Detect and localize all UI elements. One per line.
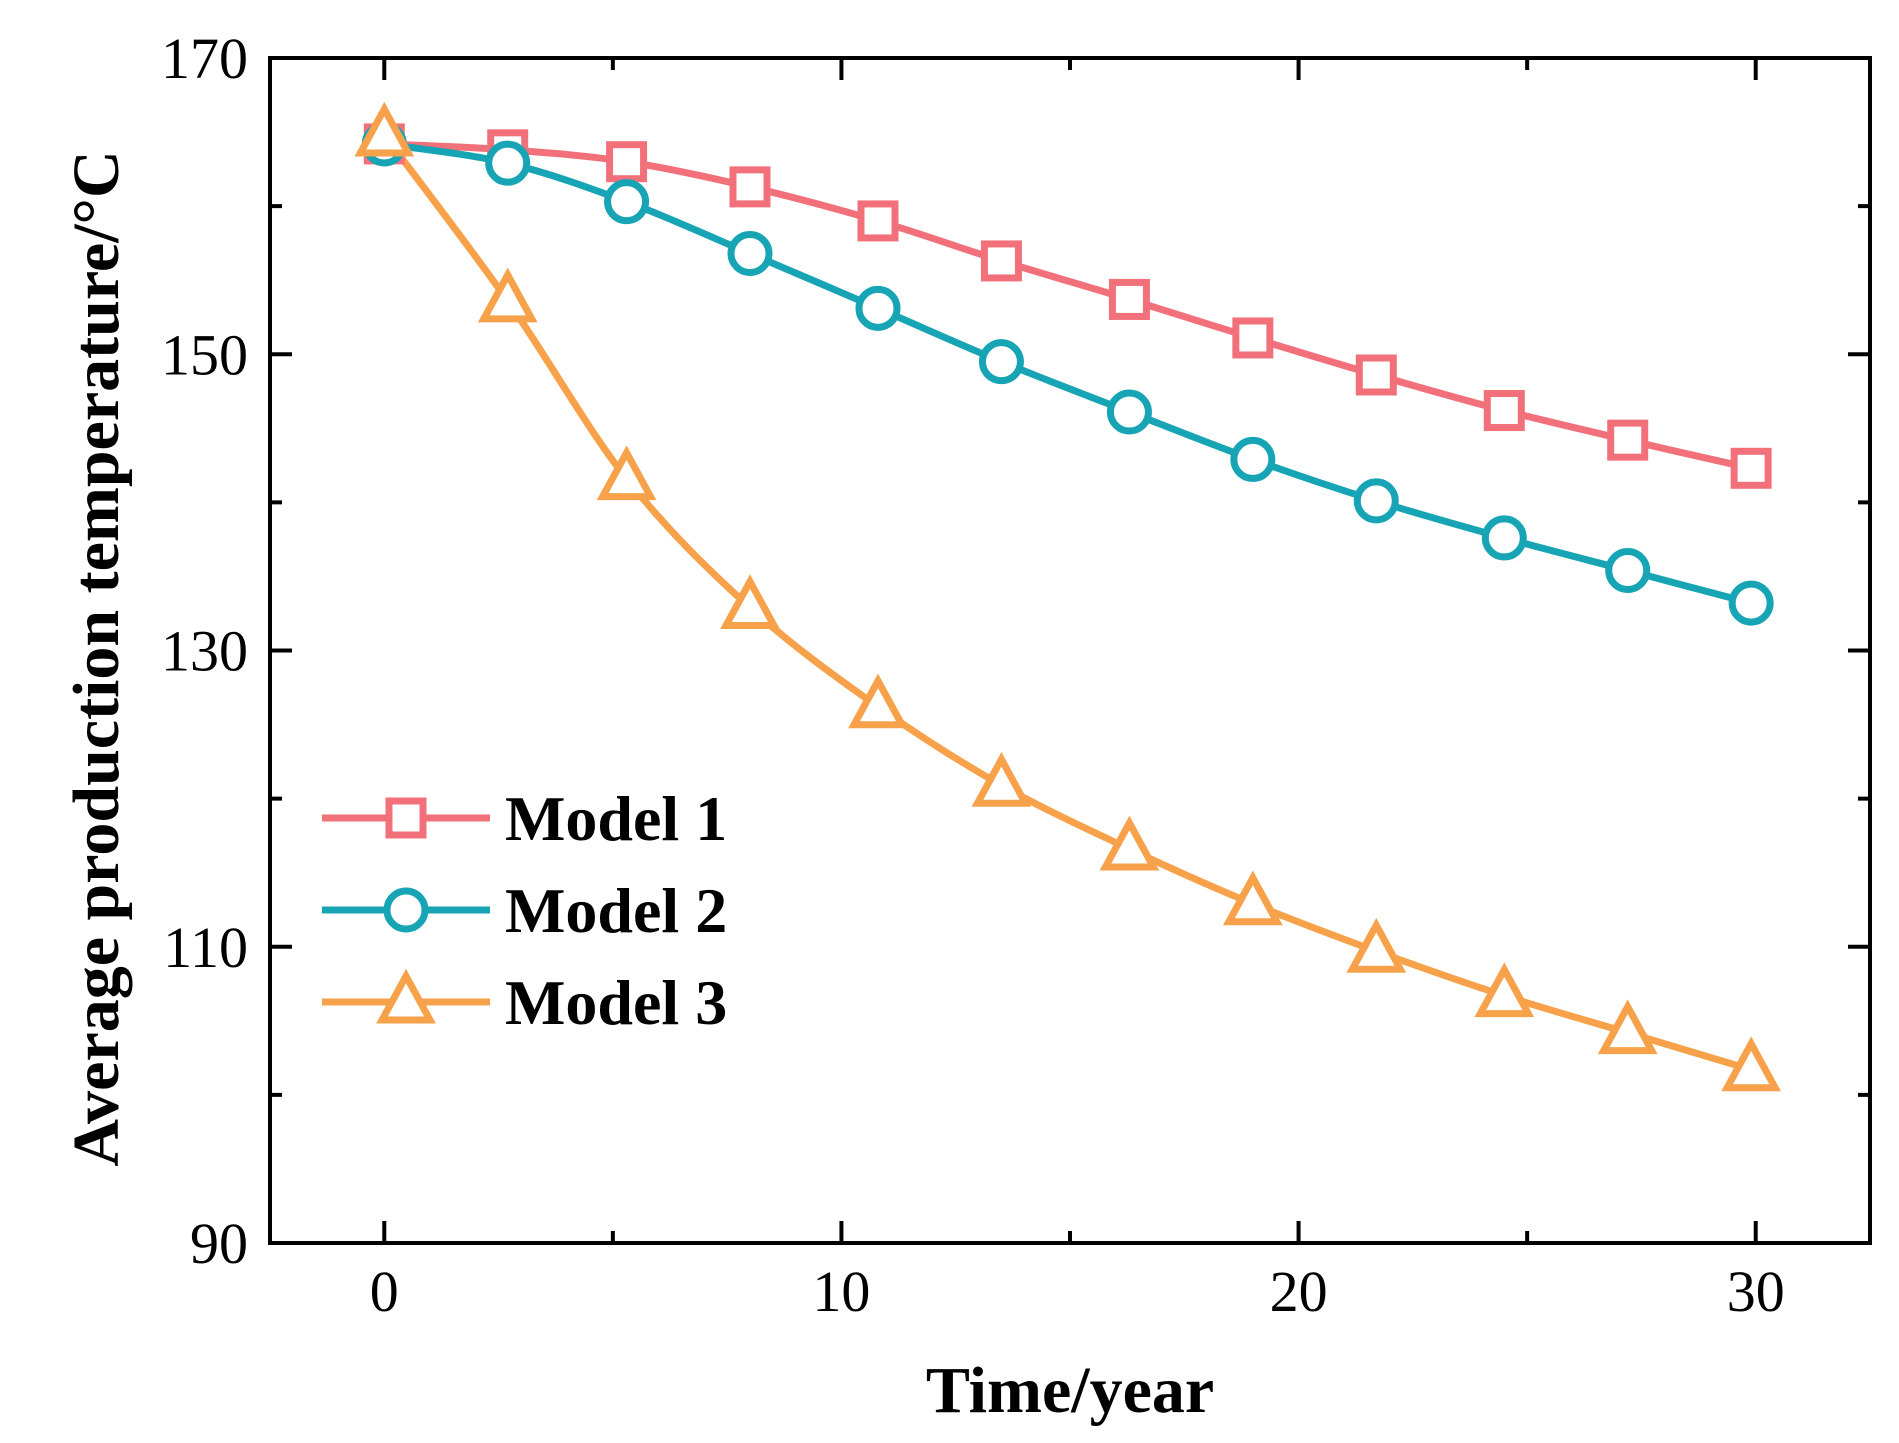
data-point [604,179,650,225]
data-point [1230,436,1276,482]
data-point [1474,962,1535,1018]
legend-item: Model 1 [322,783,727,854]
data-point [1346,917,1407,973]
data-point [1222,870,1283,926]
legend-item: Model 3 [322,967,727,1038]
data-point [848,673,908,729]
data-point [1232,317,1274,359]
data-point [978,339,1024,385]
data-point [1108,278,1150,320]
data-point [1355,354,1397,396]
data-point [1099,815,1160,871]
data-point [596,445,657,501]
y-axis-title: Average production temperature/°C [60,150,133,1166]
data-point [1721,1036,1782,1092]
data-point [1730,447,1772,489]
legend-marker [376,968,436,1024]
data-point [1483,390,1525,432]
data-point [477,267,538,323]
data-point [1353,478,1399,524]
y-tick-label: 170 [161,26,248,91]
x-axis-title: Time/year [926,1354,1214,1427]
y-tick-label: 150 [161,322,248,387]
data-point [485,140,531,186]
x-tick-label: 30 [1727,1259,1785,1324]
legend-label: Model 2 [505,875,727,946]
data-point [606,141,648,183]
data-point [1481,515,1527,561]
axis-layer: 0 10 20 30 90 110 130 150 170 [161,26,1870,1324]
data-point [1597,999,1658,1055]
x-tick-label: 0 [370,1259,399,1324]
data-point [720,574,780,630]
legend: Model 1 Model 2 Model 3 [322,783,727,1038]
series-layer [354,101,1782,1092]
data-point [1106,389,1152,435]
x-tick-label: 20 [1270,1259,1328,1324]
series-markers-3 [354,101,1782,1092]
legend-item: Model 2 [322,875,727,946]
legend-marker [385,797,427,839]
legend-marker [383,887,429,933]
data-point [354,101,415,157]
y-tick-label: 90 [190,1211,248,1276]
y-tick-label: 130 [161,619,248,684]
data-point [1607,419,1649,461]
legend-label: Model 1 [505,783,727,854]
data-point [857,200,899,242]
y-tick-label: 110 [163,915,248,980]
data-point [1605,548,1651,594]
data-point [1728,580,1774,626]
data-point [980,240,1022,282]
x-tick-label: 10 [812,1259,870,1324]
data-point [727,231,773,277]
legend-label: Model 3 [505,967,727,1038]
data-point [855,285,901,331]
data-point [729,166,771,208]
data-point [971,751,1032,807]
